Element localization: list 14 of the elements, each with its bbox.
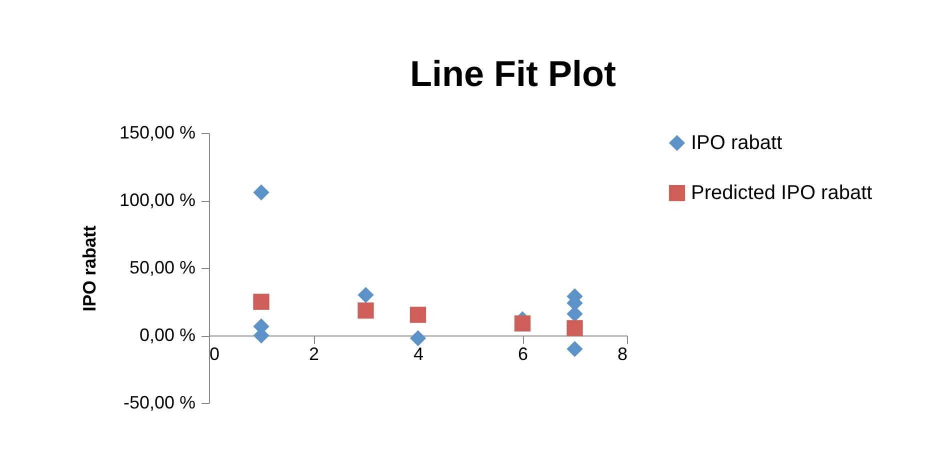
legend-label: Predicted IPO rabatt [691,182,873,204]
y-tick-label: 100,00 % [119,190,196,210]
y-axis-title: IPO rabatt [79,225,100,312]
legend-label: IPO rabatt [691,132,783,154]
x-tick-label: 8 [617,344,628,364]
x-tick-label: 4 [413,344,424,364]
x-tick-label: 2 [308,344,320,364]
x-tick-label: 6 [518,344,528,364]
y-tick-label: 50,00 % [129,258,196,278]
chart-title: Line Fit Plot [410,53,616,94]
x-tick-label: 0 [210,344,220,364]
y-tick-label: -50,00 % [123,392,196,412]
y-tick-label: 0,00 % [139,325,196,345]
y-tick-label: 150,00 % [119,122,196,142]
